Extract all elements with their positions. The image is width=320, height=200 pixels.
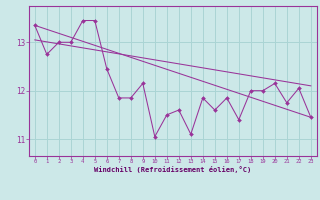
X-axis label: Windchill (Refroidissement éolien,°C): Windchill (Refroidissement éolien,°C) <box>94 166 252 173</box>
